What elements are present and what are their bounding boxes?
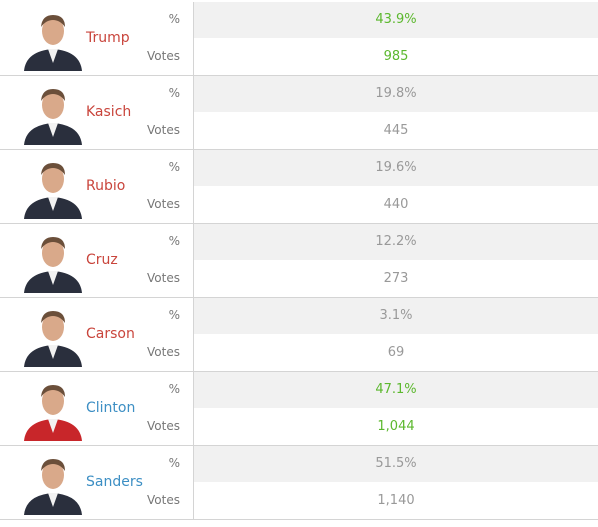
- votes-label: Votes: [147, 271, 180, 285]
- candidate-row: Cruz% Votes 12.2% 273: [0, 224, 598, 298]
- percent-value: 43.9%: [193, 2, 598, 38]
- candidate-name: Kasich: [86, 104, 132, 120]
- candidate-row: Sanders% Votes 51.5% 1,140: [0, 446, 598, 520]
- votes-label: Votes: [147, 123, 180, 137]
- percent-label: %: [168, 86, 180, 100]
- percent-value: 19.6%: [193, 150, 598, 186]
- candidate-photo: [20, 451, 86, 515]
- candidate-name: Cruz: [86, 252, 118, 268]
- candidate-photo: [20, 81, 86, 145]
- percent-value: 12.2%: [193, 224, 598, 260]
- votes-label: Votes: [147, 49, 180, 63]
- percent-label: %: [168, 382, 180, 396]
- candidate-photo: [20, 155, 86, 219]
- percent-value: 19.8%: [193, 76, 598, 112]
- votes-value: 273: [193, 260, 598, 297]
- candidate-row: Kasich% Votes 19.8% 445: [0, 76, 598, 150]
- candidate-photo: [20, 7, 86, 71]
- percent-label: %: [168, 308, 180, 322]
- candidate-name: Clinton: [86, 400, 136, 416]
- percent-label: %: [168, 12, 180, 26]
- votes-value: 1,140: [193, 482, 598, 519]
- percent-value: 47.1%: [193, 372, 598, 408]
- votes-value: 440: [193, 186, 598, 223]
- votes-value: 985: [193, 38, 598, 75]
- candidate-name: Carson: [86, 326, 135, 342]
- percent-value: 51.5%: [193, 446, 598, 482]
- candidate-name: Trump: [86, 30, 130, 46]
- candidate-row: Clinton% Votes 47.1% 1,044: [0, 372, 598, 446]
- candidate-name: Rubio: [86, 178, 126, 194]
- candidate-photo: [20, 303, 86, 367]
- votes-label: Votes: [147, 419, 180, 433]
- votes-value: 445: [193, 112, 598, 149]
- percent-value: 3.1%: [193, 298, 598, 334]
- candidate-name: Sanders: [86, 474, 143, 490]
- votes-value: 69: [193, 334, 598, 371]
- votes-label: Votes: [147, 197, 180, 211]
- percent-label: %: [168, 456, 180, 470]
- candidate-row: Trump% Votes 43.9% 985: [0, 2, 598, 76]
- votes-label: Votes: [147, 345, 180, 359]
- candidate-row: Carson% Votes 3.1% 69: [0, 298, 598, 372]
- candidate-photo: [20, 377, 86, 441]
- votes-label: Votes: [147, 493, 180, 507]
- percent-label: %: [168, 160, 180, 174]
- candidate-row: Rubio% Votes 19.6% 440: [0, 150, 598, 224]
- candidate-photo: [20, 229, 86, 293]
- votes-value: 1,044: [193, 408, 598, 445]
- percent-label: %: [168, 234, 180, 248]
